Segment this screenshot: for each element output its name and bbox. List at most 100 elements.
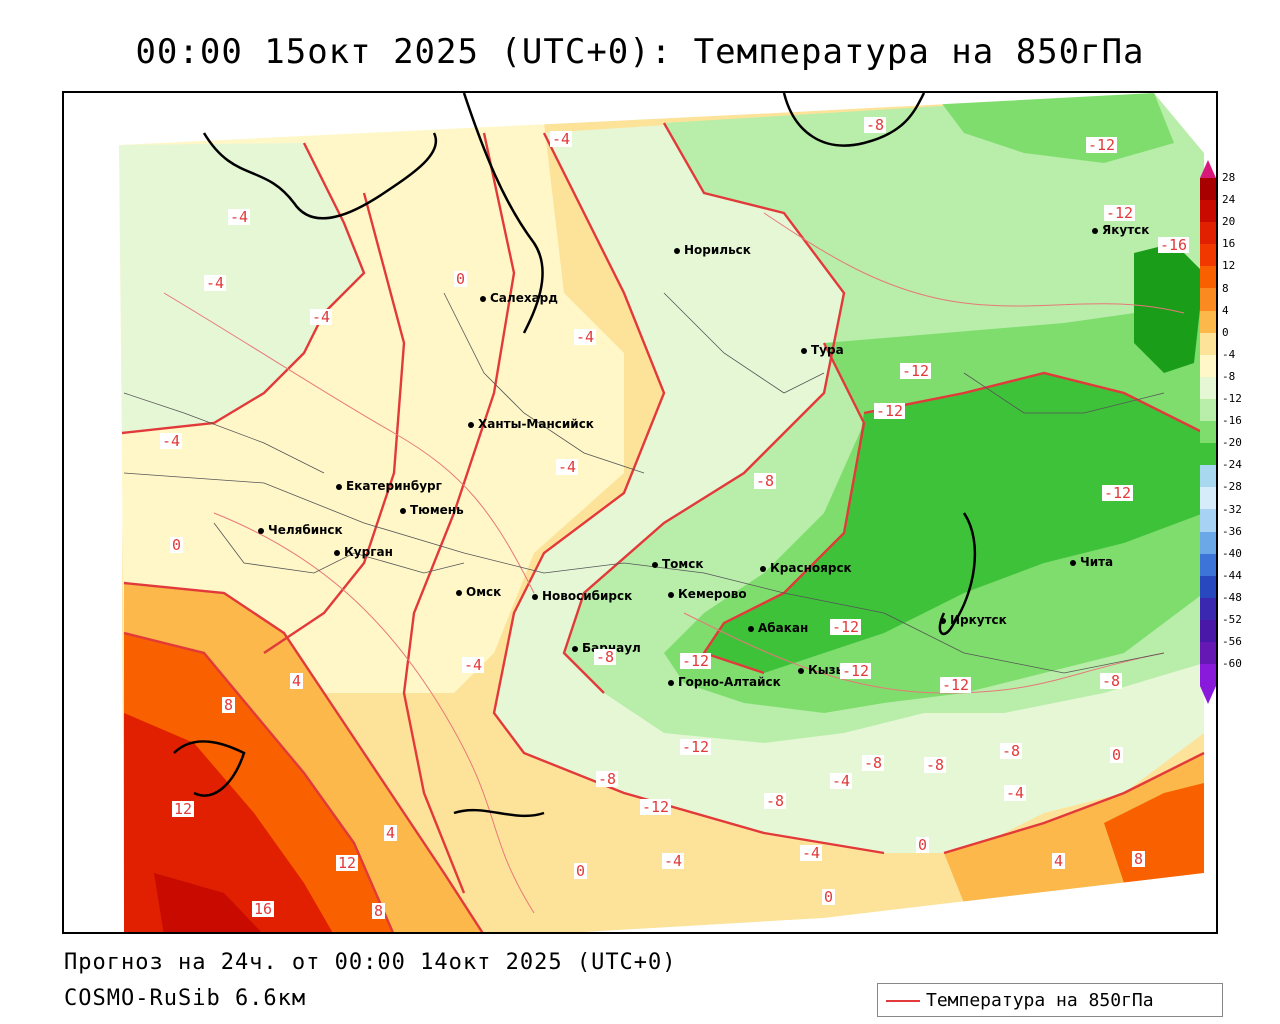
- colorbar-segment: [1200, 421, 1216, 444]
- legend-label: Температура на 850гПа: [926, 990, 1154, 1011]
- colorbar-tick-label: -28: [1222, 480, 1242, 494]
- contour-label: -4: [160, 432, 183, 450]
- city-marker-icon: [400, 507, 406, 514]
- city-marker-icon: [480, 295, 486, 302]
- colorbar-tick-label: -48: [1222, 590, 1242, 604]
- city-kemerovo: Кемерово: [668, 587, 747, 601]
- city-khanty-mansiysk: Ханты-Мансийск: [468, 417, 594, 431]
- city-label: Чита: [1080, 555, 1114, 569]
- contour-label: -4: [462, 656, 485, 674]
- contour-label: 0: [574, 862, 588, 880]
- colorbar-segment: [1200, 332, 1216, 355]
- city-marker-icon: [258, 527, 264, 534]
- contour-label: -4: [556, 458, 579, 476]
- city-tura: Тура: [801, 343, 844, 357]
- colorbar-segment: [1200, 310, 1216, 333]
- map-title: 00:00 15окт 2025 (UTC+0): Температура на…: [135, 32, 1145, 72]
- colorbar-segment: [1200, 575, 1216, 598]
- contour-label: -12: [830, 618, 862, 636]
- legend-line-icon: [886, 1000, 920, 1002]
- city-label: Тюмень: [410, 503, 464, 517]
- forecast-info: Прогноз на 24ч. от 00:00 14окт 2025 (UTC…: [64, 950, 677, 975]
- city-marker-icon: [760, 565, 766, 572]
- city-label: Салехард: [490, 291, 558, 305]
- colorbar-tick-label: -60: [1222, 657, 1242, 671]
- colorbar-tick-label: -20: [1222, 436, 1242, 450]
- city-marker-icon: [668, 679, 674, 686]
- contour-label: 12: [172, 800, 195, 818]
- contour-label: -12: [940, 676, 972, 694]
- colorbar-segment: [1200, 288, 1216, 311]
- city-marker-icon: [532, 593, 538, 600]
- contour-label: -16: [1158, 236, 1190, 254]
- contour-label: 4: [290, 672, 304, 690]
- city-novosibirsk: Новосибирск: [532, 589, 632, 603]
- colorbar-segment: [1200, 244, 1216, 267]
- colorbar-segment: [1200, 443, 1216, 466]
- city-label: Томск: [662, 557, 704, 571]
- contour-label: 8: [372, 902, 386, 920]
- contour-label: -8: [594, 648, 617, 666]
- city-chita: Чита: [1070, 555, 1113, 569]
- contour-label: 12: [336, 854, 359, 872]
- city-yakutsk: Якутск: [1092, 223, 1149, 237]
- colorbar-tick-label: 24: [1222, 193, 1236, 207]
- city-tomsk: Томск: [652, 557, 704, 571]
- temperature-map: Норильск Салехард Тура Якутск Ханты-Манс…: [62, 91, 1218, 934]
- city-label: Екатеринбург: [346, 479, 442, 493]
- colorbar-segment: [1200, 178, 1216, 201]
- colorbar-segment: [1200, 487, 1216, 510]
- colorbar-bottom-arrow-icon: [1200, 686, 1216, 705]
- city-krasnoyarsk: Красноярск: [760, 561, 852, 575]
- city-marker-icon: [801, 347, 807, 354]
- model-name: COSMO-RuSib 6.6км: [64, 986, 307, 1011]
- contour-label: -8: [754, 472, 777, 490]
- contour-label: -8: [764, 792, 787, 810]
- colorbar-tick-label: 28: [1222, 171, 1236, 184]
- city-marker-icon: [940, 617, 946, 624]
- contour-label: -8: [1000, 742, 1023, 760]
- contour-label: -12: [1086, 136, 1118, 154]
- colorbar-tick-label: 12: [1222, 259, 1236, 273]
- contour-label: -4: [830, 772, 853, 790]
- contour-label: -12: [874, 402, 906, 420]
- contour-label: -8: [596, 770, 619, 788]
- city-marker-icon: [1092, 227, 1098, 234]
- contour-label: 0: [916, 836, 930, 854]
- contour-label: -12: [900, 362, 932, 380]
- contour-label: 0: [454, 270, 468, 288]
- city-label: Красноярск: [770, 561, 852, 575]
- city-label: Ханты-Мансийск: [478, 417, 594, 431]
- colorbar-segments: [1200, 178, 1216, 687]
- city-abakan: Абакан: [748, 621, 808, 635]
- city-omsk: Омск: [456, 585, 501, 599]
- contour-label: -4: [204, 274, 227, 292]
- contour-label: -4: [574, 328, 597, 346]
- colorbar-segment: [1200, 376, 1216, 399]
- colorbar-segment: [1200, 354, 1216, 377]
- city-yekaterinburg: Екатеринбург: [336, 479, 442, 493]
- colorbar-segment: [1200, 222, 1216, 245]
- city-salekhard: Салехард: [480, 291, 558, 305]
- contour-label: 8: [1132, 850, 1146, 868]
- colorbar: [1200, 160, 1216, 705]
- colorbar-tick-label: 16: [1222, 237, 1236, 251]
- legend: Температура на 850гПа: [877, 983, 1223, 1017]
- city-marker-icon: [334, 549, 340, 556]
- city-marker-icon: [798, 667, 804, 674]
- contour-label: -12: [840, 662, 872, 680]
- colorbar-tick-label: -24: [1222, 458, 1242, 472]
- colorbar-segment: [1200, 597, 1216, 620]
- colorbar-tick-label: -44: [1222, 568, 1242, 582]
- contour-label: 0: [1110, 746, 1124, 764]
- colorbar-tick-label: -32: [1222, 502, 1242, 516]
- city-marker-icon: [336, 483, 342, 490]
- colorbar-segment: [1200, 619, 1216, 642]
- colorbar-segment: [1200, 553, 1216, 576]
- contour-label: -8: [864, 116, 887, 134]
- city-marker-icon: [1070, 559, 1076, 566]
- contour-label: -4: [228, 208, 251, 226]
- contour-label: 4: [1052, 852, 1066, 870]
- city-marker-icon: [748, 625, 754, 632]
- city-marker-icon: [468, 421, 474, 428]
